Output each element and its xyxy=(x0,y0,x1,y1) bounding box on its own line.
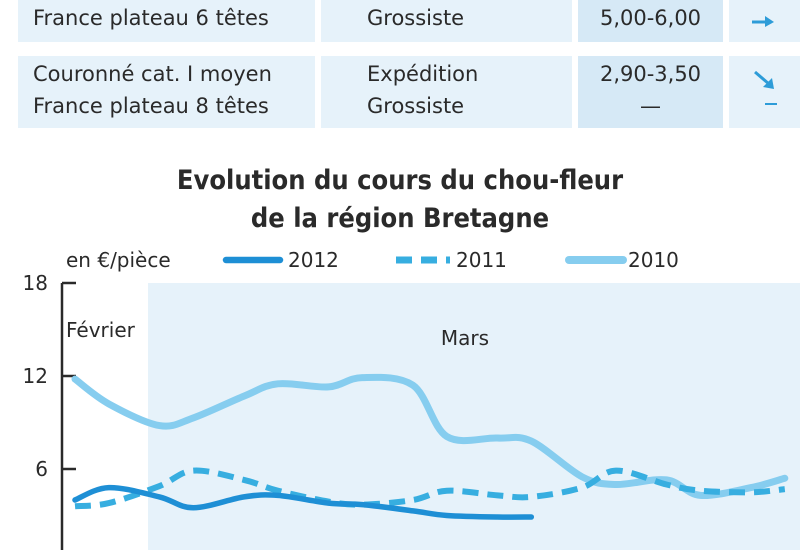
market-type: Grossiste xyxy=(367,6,465,30)
price-range: — xyxy=(640,94,661,118)
series-lines xyxy=(71,373,789,520)
price-table: France plateau 6 têtes Grossiste 5,00-6,… xyxy=(0,0,800,130)
period-label-fevrier: Février xyxy=(66,318,136,342)
chart-title-line: de la région Bretagne xyxy=(250,203,550,234)
down-right-arrow-icon xyxy=(754,70,774,89)
price-range: 2,90-3,50 xyxy=(599,62,702,86)
product-name: Couronné cat. I moyen xyxy=(33,62,272,86)
series-line-2012 xyxy=(72,484,535,520)
column-divider xyxy=(315,0,321,128)
y-tick-label: 12 xyxy=(23,364,48,388)
chart-title: Evolution du cours du chou-fleur de la r… xyxy=(0,162,800,238)
y-tick-label: 6 xyxy=(35,457,48,481)
price-range: 5,00-6,00 xyxy=(599,6,702,30)
legend-label-2010: 2010 xyxy=(628,248,679,272)
legend-label-2012: 2012 xyxy=(288,248,339,272)
column-divider xyxy=(723,0,729,128)
series-line-2011 xyxy=(74,467,786,510)
series-line-2010 xyxy=(71,373,789,500)
no-trend-dash xyxy=(765,103,777,105)
chart-title-line: Evolution du cours du chou-fleur xyxy=(176,165,624,196)
legend-label-2011: 2011 xyxy=(456,248,507,272)
product-name: France plateau 8 têtes xyxy=(33,94,269,118)
market-type: Grossiste xyxy=(367,94,465,118)
market-type: Expédition xyxy=(367,62,479,86)
product-name: France plateau 6 têtes xyxy=(33,6,269,30)
y-tick-label: 18 xyxy=(23,271,48,295)
legend: 2012 2011 2010 xyxy=(222,248,679,272)
column-divider xyxy=(572,0,578,128)
row-separator xyxy=(18,42,800,56)
y-axis-ticks: 061218 xyxy=(23,271,76,481)
period-label-mars: Mars xyxy=(441,326,489,350)
price-column-background xyxy=(578,0,723,128)
right-arrow-icon xyxy=(752,16,774,27)
unit-label: en €/pièce xyxy=(66,248,171,272)
mars-period-band xyxy=(148,283,800,550)
